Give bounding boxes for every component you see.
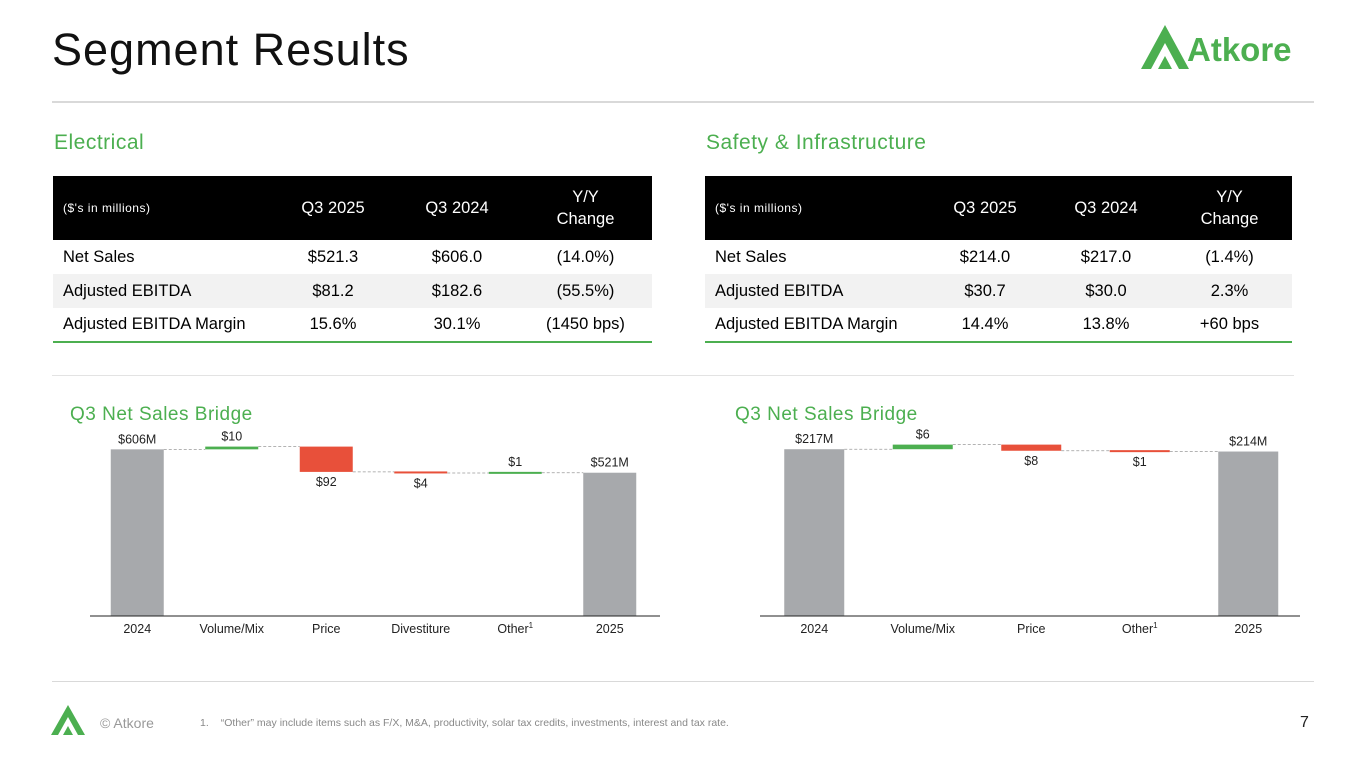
bridge-category-label: 2024 [123, 622, 151, 636]
footer-divider [52, 681, 1314, 682]
bridge-value-label: $217M [795, 432, 833, 446]
header-q3-2025: Q3 2025 [925, 176, 1045, 240]
cell-value: $217.0 [1080, 247, 1132, 266]
bridge-value-label: $606M [118, 432, 156, 446]
header-yy-change: Y/Y Change [519, 176, 652, 240]
bridge-bar-2025 [1218, 451, 1279, 616]
table-row: Adjusted EBITDA $30.7 $30.0 2.3% [705, 274, 1292, 308]
safety-table: ($'s in millions) Q3 2025 Q3 2024 Y/Y Ch… [705, 176, 1292, 343]
row-label: Adjusted EBITDA [53, 274, 271, 308]
bridge-category-label: 2025 [1234, 622, 1262, 636]
header-units: ($'s in millions) [53, 176, 271, 240]
cell-value: $521.3 [307, 247, 359, 266]
bridge-category-label: Other1 [1122, 621, 1158, 636]
table-header-row: ($'s in millions) Q3 2025 Q3 2024 Y/Y Ch… [53, 176, 652, 240]
footnote-text: “Other” may include items such as F/X, M… [220, 717, 729, 729]
cell-value: $606.0 [431, 247, 483, 266]
atkore-mark-icon [51, 705, 85, 735]
table-row: Adjusted EBITDA Margin 14.4% 13.8% +60 b… [705, 308, 1292, 343]
bridge-value-label: $1 [508, 455, 522, 469]
table-header-row: ($'s in millions) Q3 2025 Q3 2024 Y/Y Ch… [705, 176, 1292, 240]
header-yy-change: Y/Y Change [1167, 176, 1292, 240]
bridge-category-label: Price [312, 622, 341, 636]
bridge-bar-2024 [110, 449, 164, 616]
header-units: ($'s in millions) [705, 176, 925, 240]
bridge-bar-volume-mix [205, 446, 259, 450]
electrical-bridge-title: Q3 Net Sales Bridge [70, 404, 253, 425]
row-label: Net Sales [63, 247, 135, 266]
table-row: Net Sales $214.0 $217.0 (1.4%) [705, 240, 1292, 274]
cell-value: (1.4%) [1205, 247, 1254, 266]
cell-value: 2.3% [1167, 274, 1292, 308]
cell-value: $214.0 [959, 247, 1011, 266]
cell-value: (14.0%) [556, 247, 615, 266]
svg-text:Atkore: Atkore [1187, 31, 1292, 68]
bridge-bar-volume-mix [892, 444, 953, 450]
table-row: Adjusted EBITDA Margin 15.6% 30.1% (1450… [53, 308, 652, 343]
footnote: 1. “Other” may include items such as F/X,… [200, 717, 729, 729]
cell-value: 30.1% [395, 308, 519, 343]
cell-value: 15.6% [271, 308, 395, 343]
safety-bridge-title: Q3 Net Sales Bridge [735, 404, 918, 425]
cell-value: $81.2 [271, 274, 395, 308]
cell-value: $30.7 [925, 274, 1045, 308]
bridge-value-label: $6 [916, 428, 930, 442]
bridge-category-label: Price [1017, 622, 1046, 636]
bridge-bar-2024 [784, 449, 845, 616]
page-title: Segment Results [52, 24, 410, 75]
row-label: Adjusted EBITDA Margin [705, 308, 925, 343]
cell-value: 13.8% [1045, 308, 1167, 343]
cell-value: (1450 bps) [519, 308, 652, 343]
bridge-category-label: Volume/Mix [199, 622, 264, 636]
page-number: 7 [1300, 714, 1309, 731]
bridge-value-label: $214M [1229, 435, 1267, 449]
safety-section-title: Safety & Infrastructure [706, 131, 927, 154]
bridge-value-label: $8 [1024, 454, 1038, 468]
electrical-section-title: Electrical [54, 131, 145, 154]
cell-value: +60 bps [1167, 308, 1292, 343]
row-label: Net Sales [715, 247, 787, 266]
mid-divider [52, 375, 1294, 376]
bridge-category-label: Other1 [497, 621, 533, 636]
bridge-value-label: $521M [591, 456, 629, 470]
row-label: Adjusted EBITDA Margin [53, 308, 271, 343]
bridge-value-label: $4 [414, 476, 428, 490]
cell-value: $30.0 [1045, 274, 1167, 308]
header-q3-2024: Q3 2024 [1045, 176, 1167, 240]
copyright: © Atkore [100, 715, 154, 731]
bridge-bar-other [1109, 450, 1170, 453]
table-row: Net Sales $521.3 $606.0 (14.0%) [53, 240, 652, 274]
bridge-bar-other [488, 471, 542, 474]
footnote-number: 1. [200, 717, 209, 729]
bridge-value-label: $92 [316, 475, 337, 489]
bridge-value-label: $1 [1133, 455, 1147, 469]
electrical-net-sales-bridge-chart: $606M 2024 $10 Volume/Mix $92 Price $4 Divestit… [90, 430, 660, 636]
header-divider [52, 101, 1314, 103]
bridge-bar-price [299, 446, 353, 472]
header-q3-2024: Q3 2024 [395, 176, 519, 240]
cell-value: 14.4% [925, 308, 1045, 343]
bridge-value-label: $10 [221, 430, 242, 444]
bridge-category-label: 2024 [800, 622, 828, 636]
bridge-category-label: Divestiture [391, 622, 450, 636]
bridge-category-label: 2025 [596, 622, 624, 636]
cell-value: (55.5%) [519, 274, 652, 308]
bridge-bar-price [1001, 444, 1062, 451]
table-row: Adjusted EBITDA $81.2 $182.6 (55.5%) [53, 274, 652, 308]
cell-value: $182.6 [395, 274, 519, 308]
header-q3-2025: Q3 2025 [271, 176, 395, 240]
bridge-bar-2025 [583, 472, 637, 616]
atkore-logo: Atkore [1141, 25, 1292, 69]
row-label: Adjusted EBITDA [705, 274, 925, 308]
safety-net-sales-bridge-chart: $217M 2024 $6 Volume/Mix $8 Price $1 Other1 $214… [760, 428, 1300, 636]
electrical-table: ($'s in millions) Q3 2025 Q3 2024 Y/Y Ch… [53, 176, 652, 343]
bridge-category-label: Volume/Mix [890, 622, 955, 636]
bridge-bar-divestiture [394, 471, 448, 474]
